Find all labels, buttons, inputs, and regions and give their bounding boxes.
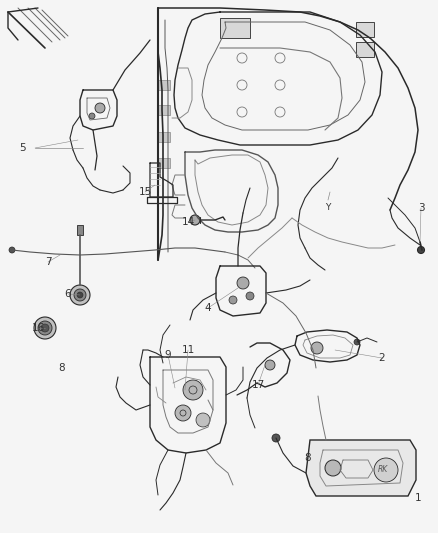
Circle shape	[183, 380, 203, 400]
Text: 8: 8	[305, 453, 311, 463]
Circle shape	[89, 113, 95, 119]
Bar	[158, 158, 170, 168]
Circle shape	[70, 285, 90, 305]
Text: 14: 14	[181, 217, 194, 227]
Text: 11: 11	[181, 345, 194, 355]
Circle shape	[34, 317, 56, 339]
Circle shape	[246, 292, 254, 300]
Bar	[158, 132, 170, 142]
Circle shape	[175, 405, 191, 421]
Text: 1: 1	[415, 493, 421, 503]
Circle shape	[272, 434, 280, 442]
Circle shape	[190, 215, 200, 225]
Bar	[158, 80, 170, 90]
Bar	[356, 42, 374, 57]
Circle shape	[38, 321, 52, 335]
Circle shape	[9, 247, 15, 253]
Text: Y: Y	[325, 204, 331, 213]
Circle shape	[95, 103, 105, 113]
Text: 8: 8	[59, 363, 65, 373]
Circle shape	[374, 458, 398, 482]
Text: 7: 7	[45, 257, 51, 267]
Text: 15: 15	[138, 187, 152, 197]
Text: 3: 3	[418, 203, 424, 213]
Text: 17: 17	[251, 380, 265, 390]
Text: 6: 6	[65, 289, 71, 299]
Circle shape	[229, 296, 237, 304]
Circle shape	[325, 460, 341, 476]
Bar	[158, 105, 170, 115]
Text: RK: RK	[378, 465, 388, 474]
Bar	[77, 225, 83, 235]
Text: 2: 2	[379, 353, 385, 363]
Circle shape	[74, 289, 86, 301]
Text: 4: 4	[205, 303, 211, 313]
Text: 5: 5	[19, 143, 25, 153]
Circle shape	[77, 292, 83, 298]
Text: 16: 16	[32, 323, 45, 333]
Circle shape	[196, 413, 210, 427]
Bar	[220, 18, 250, 38]
Circle shape	[311, 342, 323, 354]
Circle shape	[41, 324, 49, 332]
Bar	[356, 22, 374, 37]
Circle shape	[354, 339, 360, 345]
Circle shape	[265, 360, 275, 370]
Polygon shape	[306, 440, 416, 496]
Text: 9: 9	[165, 350, 171, 360]
Circle shape	[237, 277, 249, 289]
Circle shape	[417, 246, 424, 254]
